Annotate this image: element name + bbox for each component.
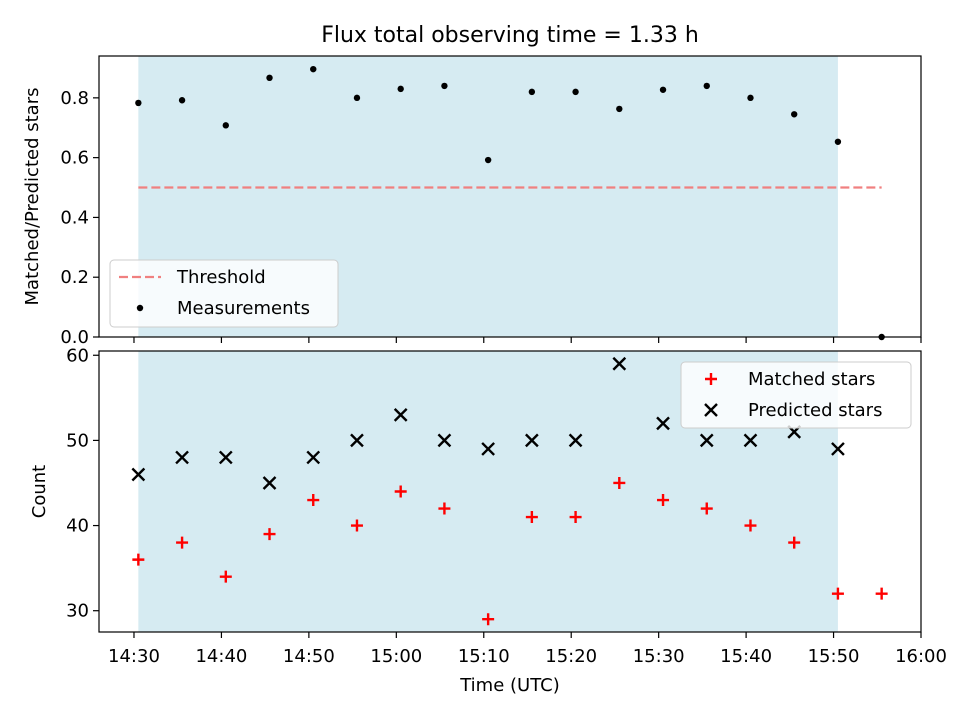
matched-stars-point [307, 494, 320, 507]
x-tick-label: 14:50 [283, 646, 335, 667]
matched-stars-point [263, 528, 276, 541]
x-tick-label: 14:40 [195, 646, 247, 667]
matched-stars-point [700, 502, 713, 515]
measurement-point [222, 122, 229, 129]
matched-stars-point [744, 519, 757, 532]
measurement-point [397, 85, 404, 93]
legend-measurement-swatch [136, 304, 144, 312]
x-tick-label: 16:00 [895, 646, 947, 667]
predicted-stars-point [568, 433, 583, 448]
matched-stars-point [350, 519, 363, 532]
matched-stars-point [831, 587, 844, 600]
predicted-stars-point [612, 356, 627, 371]
y-tick-label: 60 [66, 345, 89, 366]
legend-label: Matched stars [748, 369, 875, 390]
legend: Threshold Measurements [109, 259, 339, 328]
measurement-point [659, 86, 667, 93]
predicted-stars-point [218, 450, 233, 465]
matched-stars-point [219, 570, 232, 583]
measurement-point [834, 138, 842, 145]
axes-frame [98, 55, 922, 338]
x-tick-label: 14:30 [108, 646, 160, 667]
matched-stars-point [394, 485, 407, 498]
y-tick-label: 30 [66, 601, 89, 622]
legend-label: Threshold [176, 267, 266, 288]
measurement-point [616, 105, 623, 113]
y-tick-label: 0.6 [60, 148, 89, 169]
legend-predicted-swatch [704, 403, 718, 417]
x-tick-label: 15:30 [633, 646, 685, 667]
legend-box [680, 361, 912, 429]
measurement-point [528, 88, 536, 96]
matched-stars-point [132, 553, 145, 566]
legend-matched-swatch [705, 373, 717, 385]
y-tick-label: 50 [66, 430, 89, 451]
y-tick-label: 0.2 [60, 267, 89, 288]
x-tick-label: 15:40 [720, 646, 772, 667]
predicted-stars-point [743, 433, 758, 448]
y-axis-label: Count [29, 465, 50, 518]
ratio-panel: 0.0 0.2 0.4 0.6 0.8 Matched/Predicted stars Th… [22, 55, 922, 348]
predicted-stars-point [437, 433, 452, 448]
matched-stars-point [438, 502, 451, 515]
predicted-stars-point [393, 408, 408, 422]
y-tick-label: 0.8 [60, 88, 89, 109]
y-axis-label: Matched/Predicted stars [22, 88, 43, 306]
predicted-stars-point [306, 450, 321, 465]
predicted-stars-point [262, 476, 277, 490]
matched-stars-point [657, 494, 670, 507]
legend-box [109, 259, 339, 328]
measurement-point [441, 82, 448, 90]
matched-stars-point [569, 511, 582, 524]
predicted-stars-point [656, 416, 670, 431]
legend-label: Measurements [177, 298, 310, 319]
x-tick-label: 15:10 [458, 646, 510, 667]
measurement-point [791, 111, 798, 118]
measurement-point [266, 74, 273, 82]
predicted-stars-point [131, 467, 146, 482]
legend-label: Predicted stars [748, 400, 882, 421]
matched-stars-point [613, 476, 626, 489]
predicted-stars-point [350, 433, 364, 448]
measurement-point [310, 65, 317, 73]
y-tick-label: 0.4 [60, 207, 89, 228]
predicted-stars-point [525, 433, 539, 448]
measurement-point [747, 94, 754, 102]
matched-stars-point [525, 511, 538, 524]
measurement-point [178, 97, 186, 104]
count-panel: 30 40 50 60 14:30 14:40 14:50 15:00 15:10 15:20 15… [29, 345, 947, 696]
measurement-point [353, 94, 361, 102]
x-axis-label: Time (UTC) [459, 675, 560, 696]
measurement-point [135, 99, 142, 107]
measurement-point [572, 88, 579, 96]
predicted-stars-point [175, 450, 189, 465]
y-tick-label: 0.0 [60, 327, 89, 348]
x-tick-label: 15:00 [370, 646, 422, 667]
measurement-point [484, 156, 492, 164]
x-tick-label: 15:20 [545, 646, 597, 667]
matched-stars-point [176, 536, 189, 549]
matched-stars-point [482, 613, 495, 626]
predicted-stars-point [699, 433, 714, 448]
matched-stars-point [788, 536, 801, 549]
axes-frame [98, 350, 922, 633]
legend: Matched stars Predicted stars [680, 361, 912, 429]
predicted-stars-point [481, 442, 495, 456]
y-tick-label: 40 [66, 516, 89, 537]
x-tick-label: 15:50 [808, 646, 860, 667]
chart-title: Flux total observing time = 1.33 h [321, 23, 699, 48]
measurement-point [703, 82, 710, 90]
matched-stars-point [875, 587, 888, 600]
predicted-stars-point [831, 442, 845, 456]
